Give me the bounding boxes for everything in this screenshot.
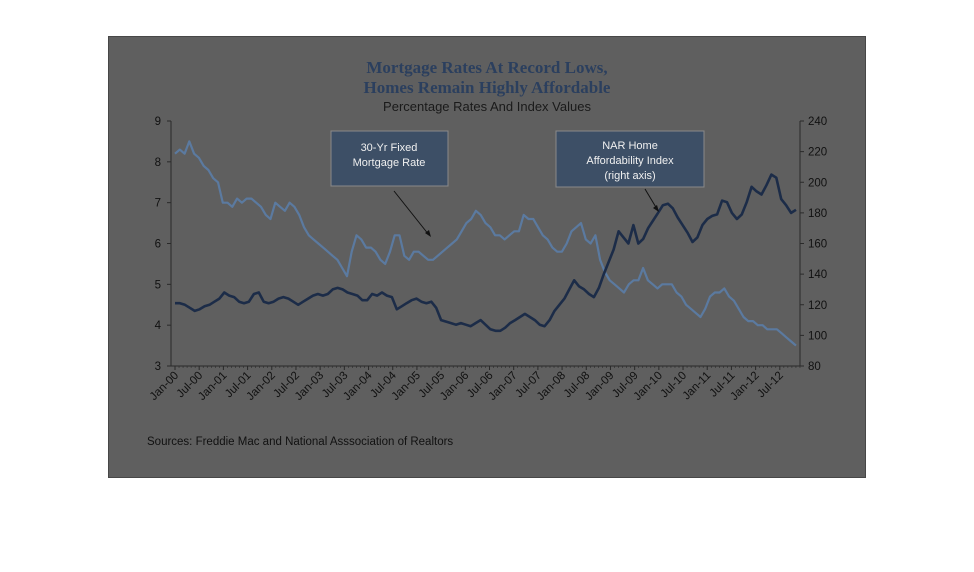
y-right-tick-label: 120 bbox=[808, 300, 827, 312]
series-line-mortgage-rate bbox=[174, 140, 797, 347]
callout-arrow-affordability bbox=[644, 188, 658, 210]
y-right-tick-labels: 80 100 120 140 160 180 200 220 240 bbox=[800, 116, 827, 373]
axes-group bbox=[170, 121, 801, 367]
callout-affordability-line-2: Affordability Index bbox=[586, 155, 674, 167]
series-layer bbox=[174, 140, 797, 347]
chart-subtitle: Percentage Rates And Index Values bbox=[383, 99, 591, 114]
y-right-tick-label: 200 bbox=[808, 177, 827, 189]
y-left-tick-label: 5 bbox=[155, 279, 161, 291]
series-line-affordability-index bbox=[175, 173, 797, 333]
y-left-tick-label: 7 bbox=[155, 198, 161, 210]
y-right-tick-label: 140 bbox=[808, 269, 827, 281]
callout-box-mortgage bbox=[330, 130, 449, 187]
y-left-tick-label: 6 bbox=[155, 239, 161, 251]
callout-arrowhead-mortgage bbox=[425, 230, 431, 237]
y-right-tick-label: 180 bbox=[808, 208, 827, 220]
y-left-tick-labels: 3 4 5 6 7 8 9 bbox=[155, 116, 171, 373]
callout-mortgage-line-1: 30-Yr Fixed bbox=[361, 142, 418, 154]
callout-box-affordability bbox=[555, 130, 705, 188]
y-right-tick-label: 80 bbox=[808, 361, 821, 373]
callout-arrowhead-affordability bbox=[653, 205, 659, 212]
x-tick-label: Jan-00 bbox=[148, 370, 181, 403]
y-left-tick-label: 4 bbox=[155, 320, 162, 332]
callouts: 30-Yr Fixed Mortgage Rate NAR Home Affor… bbox=[330, 130, 705, 237]
callout-affordability-line-3: (right axis) bbox=[604, 170, 655, 182]
y-right-tick-label: 160 bbox=[808, 239, 827, 251]
chart-title-line-1: Mortgage Rates At Record Lows, bbox=[366, 58, 607, 77]
chart-panel: Mortgage Rates At Record Lows, Homes Rem… bbox=[108, 36, 866, 478]
y-left-tick-label: 3 bbox=[155, 361, 161, 373]
callout-arrow-mortgage bbox=[393, 190, 430, 236]
source-note: Sources: Freddie Mac and National Asssoc… bbox=[147, 436, 453, 448]
y-left-tick-label: 9 bbox=[155, 116, 161, 128]
y-right-tick-label: 240 bbox=[808, 116, 827, 128]
callout-mortgage-line-2: Mortgage Rate bbox=[353, 157, 426, 169]
chart-svg: Mortgage Rates At Record Lows, Homes Rem… bbox=[147, 58, 827, 448]
y-right-tick-label: 100 bbox=[808, 330, 827, 342]
callout-affordability-line-1: NAR Home bbox=[602, 140, 658, 152]
y-left-tick-label: 8 bbox=[155, 157, 161, 169]
x-tick-label: Jul-12 bbox=[755, 370, 786, 401]
y-right-tick-label: 220 bbox=[808, 147, 827, 159]
chart-title-line-2: Homes Remain Highly Affordable bbox=[364, 78, 611, 97]
x-tick-labels: Jan-00Jul-00Jan-01Jul-01Jan-02Jul-02Jan-… bbox=[148, 366, 801, 403]
